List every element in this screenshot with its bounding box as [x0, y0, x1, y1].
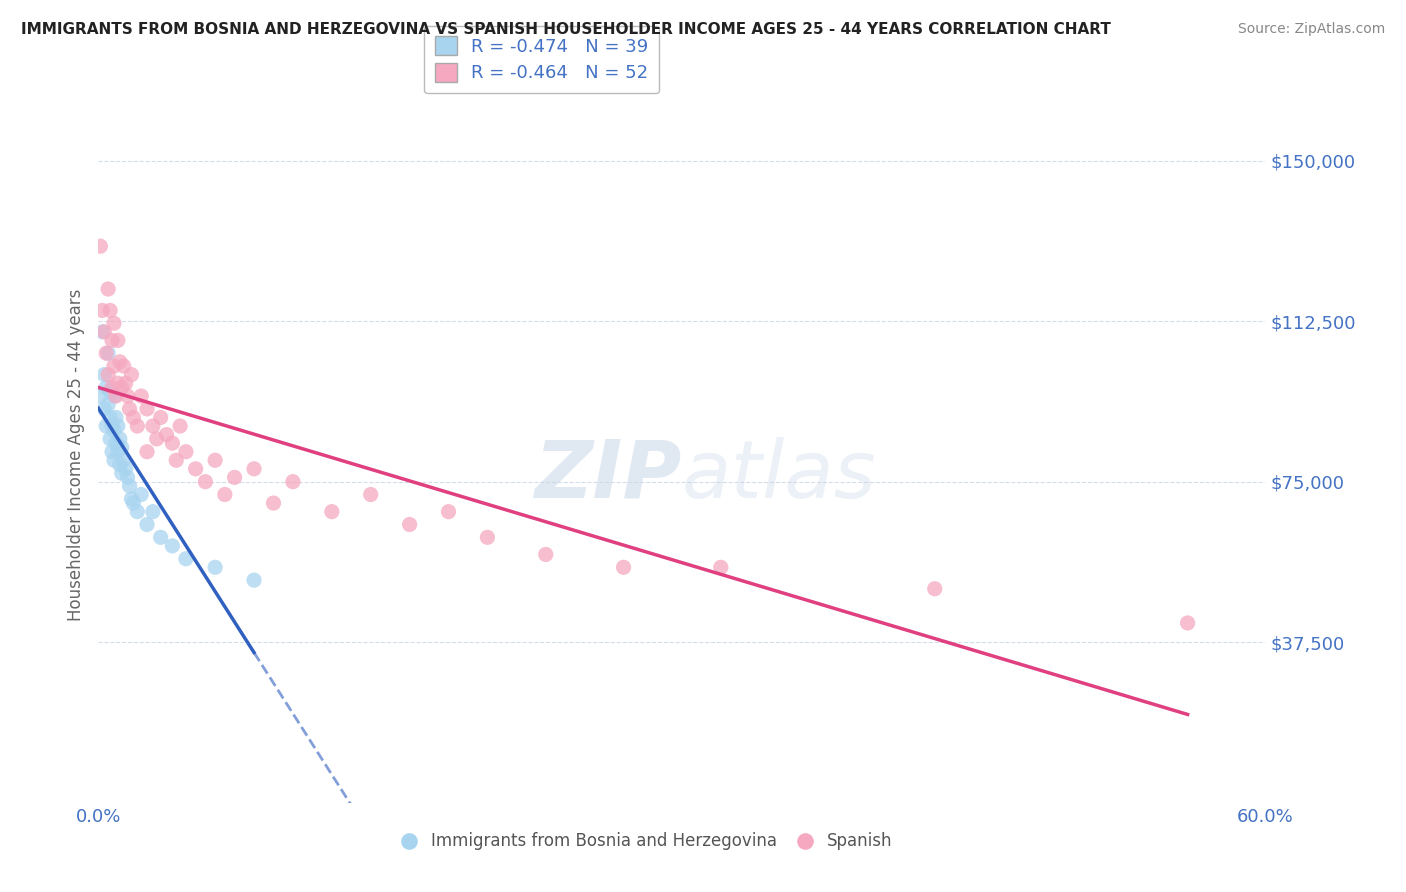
- Point: [121, 491, 143, 506]
- Point: [184, 462, 207, 476]
- Point: [437, 505, 460, 519]
- Point: [162, 539, 184, 553]
- Point: [107, 419, 129, 434]
- Point: [136, 517, 159, 532]
- Point: [97, 282, 120, 296]
- Point: [97, 346, 120, 360]
- Point: [243, 573, 266, 587]
- Point: [103, 453, 125, 467]
- Point: [142, 505, 165, 519]
- Point: [98, 384, 121, 399]
- Point: [104, 389, 127, 403]
- Point: [98, 303, 121, 318]
- Point: [398, 517, 420, 532]
- Point: [127, 419, 149, 434]
- Point: [118, 401, 141, 416]
- Point: [107, 444, 129, 458]
- Point: [101, 380, 124, 394]
- Text: Source: ZipAtlas.com: Source: ZipAtlas.com: [1237, 22, 1385, 37]
- Point: [129, 487, 152, 501]
- Point: [112, 453, 135, 467]
- Point: [104, 436, 127, 450]
- Point: [122, 496, 145, 510]
- Point: [98, 410, 121, 425]
- Text: IMMIGRANTS FROM BOSNIA AND HERZEGOVINA VS SPANISH HOUSEHOLDER INCOME AGES 25 - 4: IMMIGRANTS FROM BOSNIA AND HERZEGOVINA V…: [21, 22, 1111, 37]
- Point: [101, 444, 124, 458]
- Point: [146, 432, 169, 446]
- Point: [107, 376, 129, 391]
- Legend: Immigrants from Bosnia and Herzegovina, Spanish: Immigrants from Bosnia and Herzegovina, …: [395, 826, 900, 857]
- Point: [117, 470, 139, 484]
- Point: [174, 551, 197, 566]
- Point: [108, 432, 131, 446]
- Point: [108, 458, 131, 472]
- Point: [224, 470, 246, 484]
- Point: [103, 316, 125, 330]
- Point: [91, 303, 114, 318]
- Point: [111, 466, 134, 480]
- Point: [93, 368, 115, 382]
- Point: [111, 380, 134, 394]
- Point: [924, 582, 946, 596]
- Point: [360, 487, 382, 501]
- Point: [97, 398, 120, 412]
- Point: [121, 368, 143, 382]
- Text: ZIP: ZIP: [534, 437, 682, 515]
- Point: [107, 334, 129, 348]
- Point: [165, 453, 187, 467]
- Point: [149, 530, 172, 544]
- Point: [710, 560, 733, 574]
- Point: [97, 368, 120, 382]
- Point: [112, 359, 135, 373]
- Point: [114, 462, 136, 476]
- Point: [174, 444, 197, 458]
- Point: [96, 346, 118, 360]
- Point: [155, 427, 177, 442]
- Point: [89, 389, 111, 403]
- Point: [89, 239, 111, 253]
- Point: [281, 475, 304, 489]
- Point: [117, 389, 139, 403]
- Point: [96, 419, 118, 434]
- Point: [103, 423, 125, 437]
- Point: [93, 325, 115, 339]
- Point: [204, 453, 226, 467]
- Point: [96, 380, 118, 394]
- Point: [142, 419, 165, 434]
- Point: [114, 376, 136, 391]
- Point: [162, 436, 184, 450]
- Point: [214, 487, 236, 501]
- Point: [477, 530, 499, 544]
- Point: [103, 389, 125, 403]
- Point: [129, 389, 152, 403]
- Point: [127, 505, 149, 519]
- Point: [194, 475, 217, 489]
- Point: [136, 444, 159, 458]
- Point: [101, 334, 124, 348]
- Point: [108, 355, 131, 369]
- Point: [321, 505, 343, 519]
- Point: [93, 401, 115, 416]
- Text: atlas: atlas: [682, 437, 877, 515]
- Point: [101, 419, 124, 434]
- Y-axis label: Householder Income Ages 25 - 44 years: Householder Income Ages 25 - 44 years: [66, 289, 84, 621]
- Point: [111, 441, 134, 455]
- Point: [534, 548, 557, 562]
- Point: [98, 432, 121, 446]
- Point: [118, 479, 141, 493]
- Point: [613, 560, 636, 574]
- Point: [169, 419, 191, 434]
- Point: [104, 410, 127, 425]
- Point: [136, 401, 159, 416]
- Point: [122, 410, 145, 425]
- Point: [243, 462, 266, 476]
- Point: [262, 496, 284, 510]
- Point: [149, 410, 172, 425]
- Point: [1177, 615, 1199, 630]
- Point: [103, 359, 125, 373]
- Point: [204, 560, 226, 574]
- Point: [91, 325, 114, 339]
